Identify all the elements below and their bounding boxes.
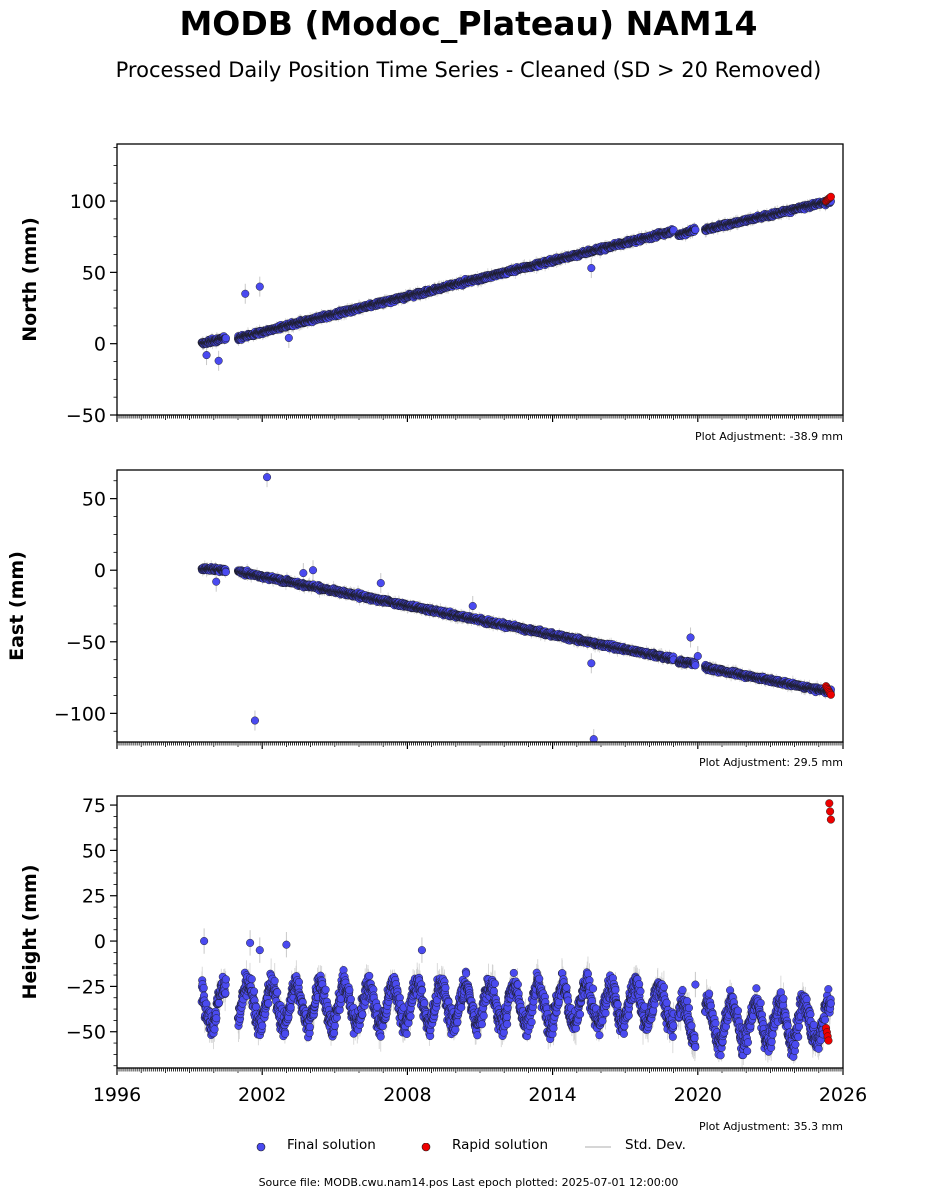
std-dev-bars-1 <box>201 470 832 742</box>
plot-area-0 <box>197 192 835 371</box>
outlier-point <box>693 652 702 661</box>
plot-area-2 <box>197 799 835 1068</box>
outlier-point <box>212 577 221 586</box>
outlier-point <box>255 282 264 291</box>
data-point <box>214 998 223 1007</box>
final-solution-points-1 <box>197 473 835 742</box>
plot-adjustment-label: Plot Adjustment: 29.5 mm <box>699 756 843 769</box>
data-point <box>250 987 259 996</box>
panel-1: −100 −50 0 50 East (mm) Plot Adjustment: 29.5… <box>6 469 844 769</box>
figure-subtitle: Processed Daily Position Time Series - C… <box>115 58 822 82</box>
x-ticks-1 <box>116 742 844 749</box>
y-tick-label: 100 <box>70 191 106 213</box>
y-axis-label: North (mm) <box>19 217 41 342</box>
data-point <box>199 983 208 992</box>
outlier-point <box>376 579 385 588</box>
data-point <box>221 567 230 577</box>
y-tick-label: −50 <box>66 405 106 427</box>
figure-title: MODB (Modoc_Plateau) NAM14 <box>179 4 758 43</box>
final-solution-points-2 <box>197 937 835 1061</box>
y-tick-label: 50 <box>82 262 106 284</box>
data-point <box>252 1002 261 1011</box>
y-ticks-0 <box>110 147 117 416</box>
outlier-point <box>686 633 695 642</box>
rapid-point <box>826 690 835 699</box>
y-tick-label: −50 <box>66 632 106 654</box>
axes-frame-1 <box>116 469 844 743</box>
outlier-point <box>468 601 477 611</box>
data-point <box>221 975 230 984</box>
panel-0: −50 0 50 100 North (mm) Plot Adjustment: -38.… <box>19 143 844 443</box>
plot-adjustment-label: Plot Adjustment: -38.9 mm <box>695 430 843 443</box>
data-point <box>221 334 230 343</box>
data-point <box>212 1014 221 1023</box>
outlier-point <box>202 351 211 360</box>
outlier-point <box>250 716 259 725</box>
outlier-point <box>587 264 596 273</box>
y-tick-label: −100 <box>54 703 106 725</box>
data-point <box>691 225 700 234</box>
y-tick-label: 0 <box>94 560 106 582</box>
y-axis-label: East (mm) <box>6 551 28 661</box>
panel-2: 1996 2002 2008 2014 2020 2026−50−250255075Hei… <box>19 795 867 1133</box>
outlier-point <box>308 566 318 575</box>
outlier-point <box>299 569 308 578</box>
rapid-point <box>826 192 835 201</box>
data-point <box>247 975 256 984</box>
data-point <box>691 661 700 670</box>
outlier-point <box>214 356 223 365</box>
data-point <box>210 1025 219 1034</box>
plot-area-1 <box>197 470 835 742</box>
data-point <box>221 989 230 998</box>
outlier-point <box>587 659 596 668</box>
y-ticks-1 <box>110 480 117 732</box>
y-tick-label: 50 <box>82 489 106 511</box>
outlier-point <box>284 333 293 343</box>
outlier-point <box>241 289 250 298</box>
final-solution-points-0 <box>197 195 835 365</box>
data-point <box>258 1021 267 1030</box>
y-tick-label: 0 <box>94 334 106 356</box>
outlier-point <box>263 473 272 482</box>
x-ticks-0 <box>116 415 844 422</box>
